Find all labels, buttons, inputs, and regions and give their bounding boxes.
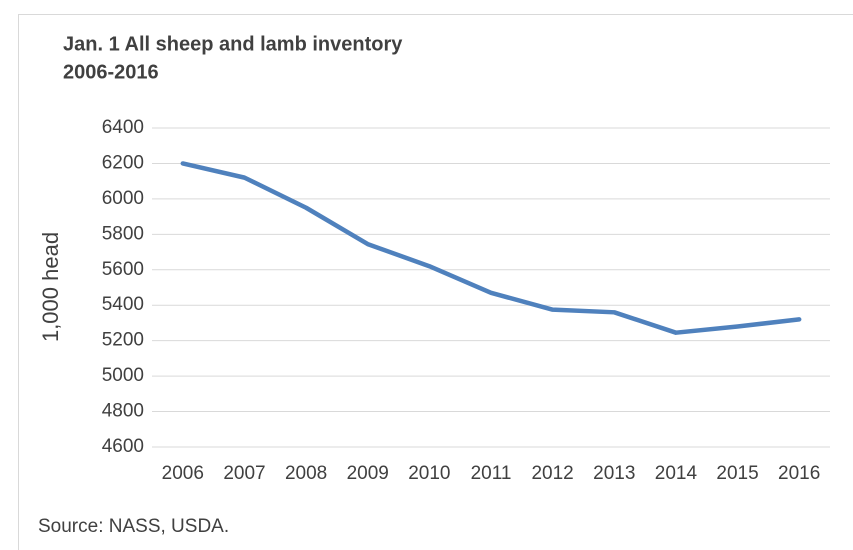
chart-title: Jan. 1 All sheep and lamb inventory: [63, 33, 403, 55]
y-axis-label: 1,000 head: [38, 232, 63, 342]
y-tick-label: 6400: [102, 117, 144, 138]
x-tick-label: 2012: [531, 463, 573, 484]
y-tick-label: 5400: [102, 294, 144, 315]
chart-subtitle: 2006-2016: [63, 61, 159, 83]
source-note: Source: NASS, USDA.: [38, 516, 229, 537]
y-tick-label: 6000: [102, 188, 144, 209]
x-tick-label: 2011: [471, 463, 512, 484]
x-tick-label: 2006: [162, 463, 204, 484]
y-tick-label: 5600: [102, 259, 144, 280]
y-tick-label: 4800: [102, 401, 144, 422]
y-tick-label: 6200: [102, 152, 144, 173]
x-tick-label: 2013: [593, 463, 635, 484]
y-tick-label: 5000: [102, 365, 144, 386]
y-tick-label: 5800: [102, 223, 144, 244]
x-tick-label: 2007: [223, 463, 265, 484]
y-tick-label: 5200: [102, 330, 144, 351]
y-tick-label: 4600: [102, 436, 144, 457]
x-tick-label: 2008: [285, 463, 327, 484]
x-tick-label: 2015: [716, 463, 758, 484]
chart-frame: [18, 14, 853, 550]
data-line: [180, 161, 802, 335]
x-tick-label: 2016: [778, 463, 820, 484]
x-tick-label: 2010: [408, 463, 450, 484]
x-tick-label: 2009: [347, 463, 389, 484]
x-tick-label: 2014: [655, 463, 698, 484]
